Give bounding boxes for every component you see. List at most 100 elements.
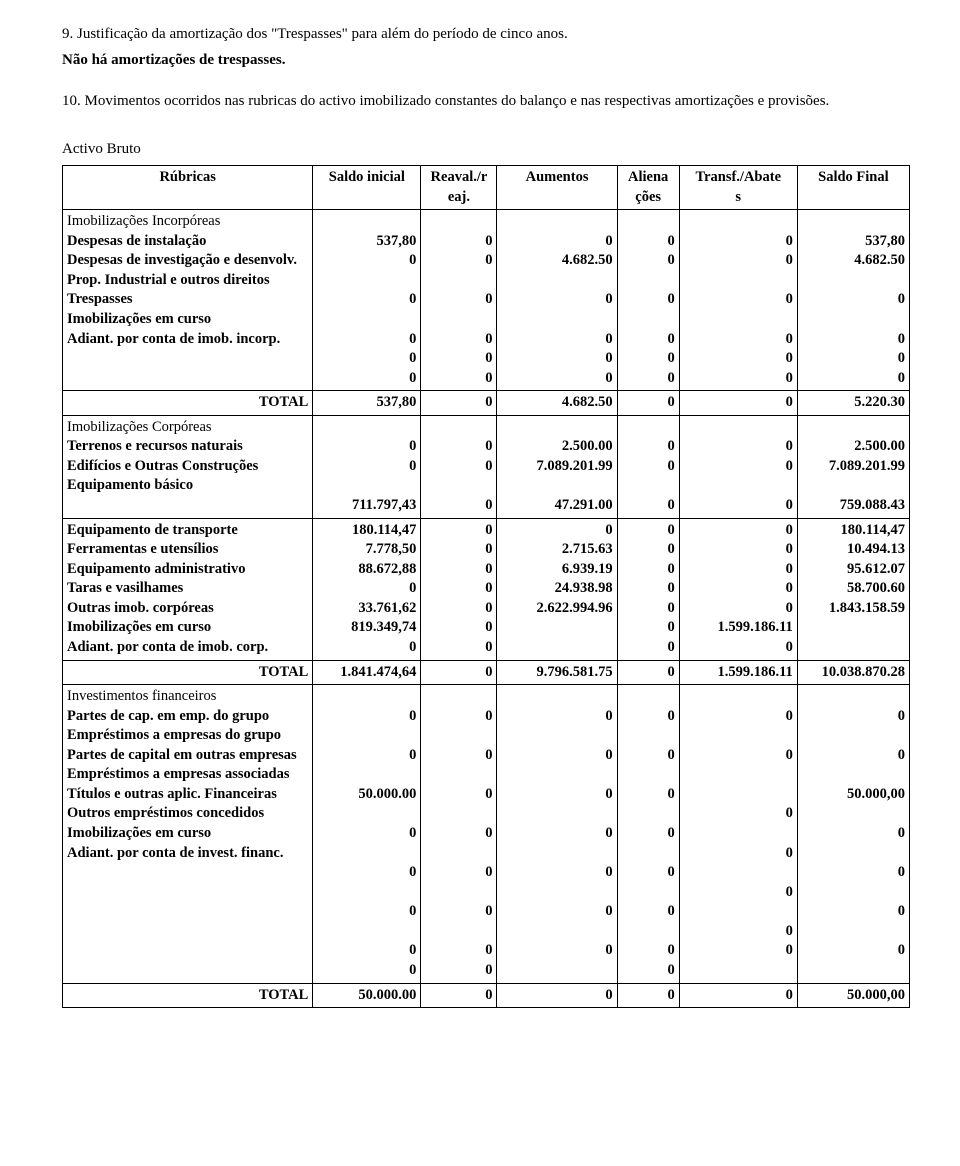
cell: 0 0 0 0 0 0 xyxy=(421,210,497,391)
value: 0 xyxy=(622,349,675,369)
value: 0 xyxy=(501,863,612,883)
value: 537,80 xyxy=(317,232,416,252)
value: 0 xyxy=(501,746,612,766)
value: 0 xyxy=(317,824,416,844)
row-label: Empréstimos a empresas associadas xyxy=(67,765,308,785)
hdr-saldo-inicial: Saldo inicial xyxy=(313,166,421,210)
value: 0 xyxy=(684,804,793,824)
value: 0 xyxy=(622,638,675,658)
value: 2.500.00 xyxy=(501,437,612,457)
value: 0 xyxy=(622,496,675,516)
value: 0 xyxy=(425,599,492,619)
value: 24.938.98 xyxy=(501,579,612,599)
value: 50.000,00 xyxy=(797,983,909,1008)
row-label: Empréstimos a empresas do grupo xyxy=(67,726,308,746)
value: 58.700.60 xyxy=(802,579,905,599)
value: 0 xyxy=(425,349,492,369)
value: 0 xyxy=(425,638,492,658)
value: 0 xyxy=(421,983,497,1008)
value: 0 xyxy=(425,437,492,457)
value: 0 xyxy=(421,391,497,416)
value: 2.715.63 xyxy=(501,540,612,560)
value: 0 xyxy=(617,983,679,1008)
value: 0 xyxy=(425,232,492,252)
value: 0 xyxy=(622,290,675,310)
value: 0 xyxy=(622,232,675,252)
value: 0 xyxy=(425,746,492,766)
value: 0 xyxy=(317,863,416,883)
group-heading: Investimentos financeiros xyxy=(67,687,308,707)
row-label: Ferramentas e utensílios xyxy=(67,540,308,560)
cell: 0 0 0 0 0 1.599.186.11 0 xyxy=(679,518,797,660)
value: 0 xyxy=(425,824,492,844)
value: 33.761,62 xyxy=(317,599,416,619)
value: 0 xyxy=(501,824,612,844)
spacer xyxy=(62,77,910,91)
value: 0 xyxy=(622,330,675,350)
value: 0 xyxy=(622,521,675,541)
value: 0 xyxy=(317,961,416,981)
cell: 0 0 0 0 0 0 0 0 xyxy=(617,685,679,983)
value: 0 xyxy=(684,437,793,457)
value: 0 xyxy=(622,902,675,922)
value: 0 xyxy=(317,941,416,961)
hdr-reaval: Reaval./r eaj. xyxy=(421,166,497,210)
hdr-saldo-final: Saldo Final xyxy=(797,166,909,210)
value: 711.797,43 xyxy=(317,496,416,516)
hdr-text: Saldo Final xyxy=(818,169,889,185)
value: 0 xyxy=(684,457,793,477)
value: 0 xyxy=(684,521,793,541)
hdr-text: eaj. xyxy=(448,189,470,205)
value: 180.114,47 xyxy=(317,521,416,541)
value: 0 xyxy=(317,330,416,350)
row-label: Outras imob. corpóreas xyxy=(67,599,308,619)
value: 0 xyxy=(501,785,612,805)
value: 0 xyxy=(425,540,492,560)
value: 0 xyxy=(425,941,492,961)
value: 0 xyxy=(317,707,416,727)
value: 7.089.201.99 xyxy=(501,457,612,477)
row-label: Adiant. por conta de imob. corp. xyxy=(67,638,308,658)
value: 0 xyxy=(684,290,793,310)
value: 759.088.43 xyxy=(802,496,905,516)
cell: 537,80 4.682.50 0 0 0 0 xyxy=(797,210,909,391)
cell: 0 0 0 0 0 0 0 xyxy=(617,518,679,660)
hdr-text: Aliena xyxy=(628,169,668,185)
row-label: Despesas de instalação xyxy=(67,232,308,252)
value: 0 xyxy=(501,369,612,389)
hdr-text: Aumentos xyxy=(526,169,589,185)
value: 10.494.13 xyxy=(802,540,905,560)
value: 5.220.30 xyxy=(797,391,909,416)
value: 0 xyxy=(425,863,492,883)
row-label: Outros empréstimos concedidos xyxy=(67,804,308,824)
value: 47.291.00 xyxy=(501,496,612,516)
value: 50.000,00 xyxy=(802,785,905,805)
value: 0 xyxy=(622,941,675,961)
row-label: Adiant. por conta de invest. financ. xyxy=(67,844,308,864)
cell: 0 0 0 0 0 0 0 0 xyxy=(421,685,497,983)
cell: 0 0 711.797,43 xyxy=(313,415,421,518)
value: 0 xyxy=(802,824,905,844)
value: 50.000.00 xyxy=(317,785,416,805)
row-label: Equipamento de transporte xyxy=(67,521,308,541)
total-label: TOTAL xyxy=(63,983,313,1008)
value: 0 xyxy=(622,437,675,457)
value: 0 xyxy=(501,349,612,369)
cell: 180.114,47 10.494.13 95.612.07 58.700.60… xyxy=(797,518,909,660)
value: 0 xyxy=(622,707,675,727)
cell: 0 0 0 0 0 0 0 xyxy=(679,685,797,983)
row-label: Imobilizações em curso xyxy=(67,618,308,638)
value: 0 xyxy=(425,251,492,271)
table-caption: Activo Bruto xyxy=(62,139,910,159)
cell: 180.114,47 7.778,50 88.672,88 0 33.761,6… xyxy=(313,518,421,660)
group-heading: Imobilizações Corpóreas xyxy=(67,418,308,438)
value: 88.672,88 xyxy=(317,560,416,580)
spacer xyxy=(62,117,910,139)
value: 0 xyxy=(684,844,793,864)
value: 0 xyxy=(317,349,416,369)
cell-rubricas: Equipamento de transporte Ferramentas e … xyxy=(63,518,313,660)
total-label: TOTAL xyxy=(63,660,313,685)
value: 0 xyxy=(684,599,793,619)
row-label: Equipamento administrativo xyxy=(67,560,308,580)
value: 0 xyxy=(617,660,679,685)
